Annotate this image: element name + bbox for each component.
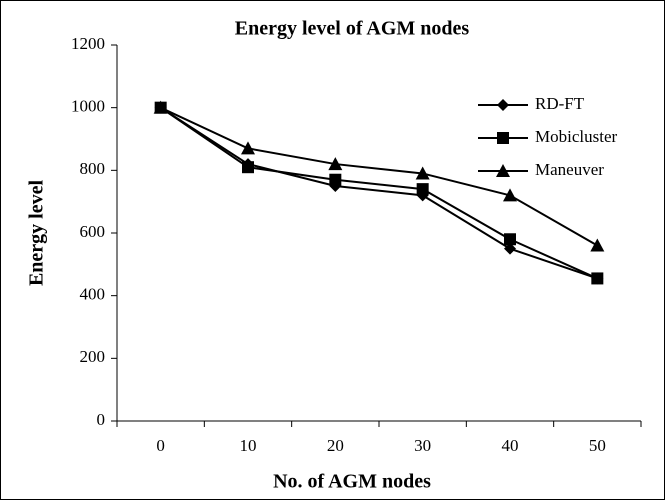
marker bbox=[242, 161, 254, 174]
marker bbox=[328, 157, 343, 171]
y-tick-label: 1000 bbox=[71, 97, 105, 116]
legend-marker bbox=[496, 164, 510, 177]
marker bbox=[241, 141, 255, 155]
x-tick-label: 0 bbox=[156, 436, 165, 455]
series-line bbox=[160, 106, 598, 280]
y-axis-label: Energy level bbox=[26, 180, 48, 287]
marker bbox=[503, 188, 517, 202]
marker bbox=[416, 183, 429, 196]
marker bbox=[504, 242, 516, 255]
marker bbox=[329, 173, 342, 186]
x-tick-label: 40 bbox=[502, 436, 519, 455]
x-tick-label: 30 bbox=[414, 436, 431, 455]
y-tick-label: 200 bbox=[80, 347, 106, 366]
series-line bbox=[160, 106, 598, 280]
series-line bbox=[160, 106, 598, 247]
marker bbox=[153, 100, 168, 114]
marker bbox=[504, 233, 516, 246]
y-tick-label: 400 bbox=[80, 285, 106, 304]
marker bbox=[591, 272, 604, 285]
marker bbox=[415, 166, 430, 180]
y-tick-label: 600 bbox=[80, 222, 106, 241]
legend-label: Maneuver bbox=[535, 160, 604, 179]
y-tick-label: 1200 bbox=[71, 34, 105, 53]
legend-marker bbox=[497, 132, 509, 144]
y-tick-label: 800 bbox=[80, 159, 106, 178]
legend-marker bbox=[497, 99, 509, 111]
legend-label: RD-FT bbox=[535, 94, 585, 113]
legend-label: Mobicluster bbox=[535, 127, 617, 146]
y-tick-label: 0 bbox=[97, 410, 106, 429]
x-tick-label: 20 bbox=[327, 436, 344, 455]
x-tick-label: 10 bbox=[240, 436, 257, 455]
marker bbox=[590, 238, 605, 252]
chart-title: Energy level of AGM nodes bbox=[235, 18, 470, 40]
x-tick-label: 50 bbox=[589, 436, 606, 455]
x-axis-label: No. of AGM nodes bbox=[273, 471, 431, 493]
